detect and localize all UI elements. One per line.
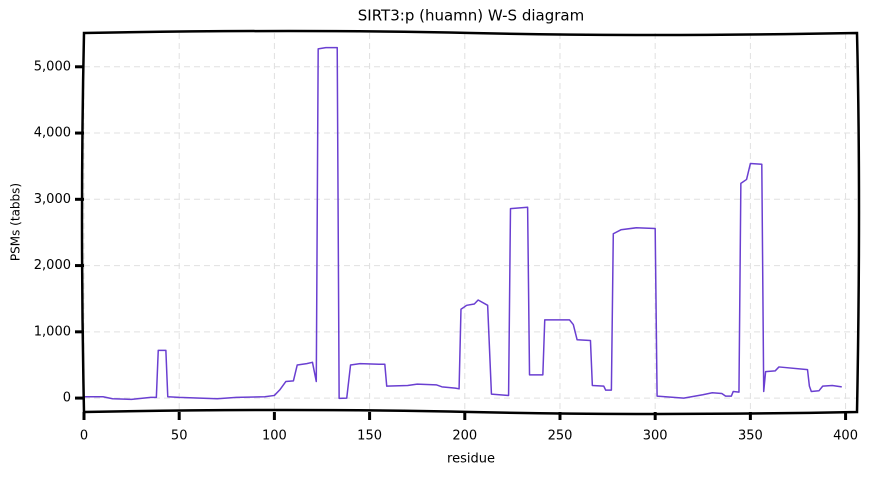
x-tick-label: 150 xyxy=(357,429,382,444)
x-tick-label: 400 xyxy=(833,429,858,444)
y-tick-label: 2,000 xyxy=(34,258,71,273)
y-tick-label: 1,000 xyxy=(34,324,71,339)
x-tick-label: 100 xyxy=(262,429,287,444)
y-tick-label: 0 xyxy=(63,391,71,406)
y-tick-label: 3,000 xyxy=(34,192,71,207)
x-tick-label: 200 xyxy=(452,429,477,444)
y-tick-label: 5,000 xyxy=(34,59,71,74)
chart-title: SIRT3:p (huamn) W-S diagram xyxy=(358,7,584,25)
y-tick-label: 4,000 xyxy=(34,126,71,141)
x-tick-label: 250 xyxy=(548,429,573,444)
data-line xyxy=(84,46,842,401)
x-tick-label: 50 xyxy=(171,429,188,444)
plot xyxy=(84,46,842,401)
x-tick-label: 300 xyxy=(643,429,668,444)
frame xyxy=(80,29,861,416)
x-tick-label: 0 xyxy=(80,429,88,444)
x-axis-label: residue xyxy=(447,452,495,467)
grid xyxy=(83,33,857,412)
y-axis-label: PSMs (tabbs) xyxy=(9,183,23,261)
x-tick-label: 350 xyxy=(738,429,763,444)
